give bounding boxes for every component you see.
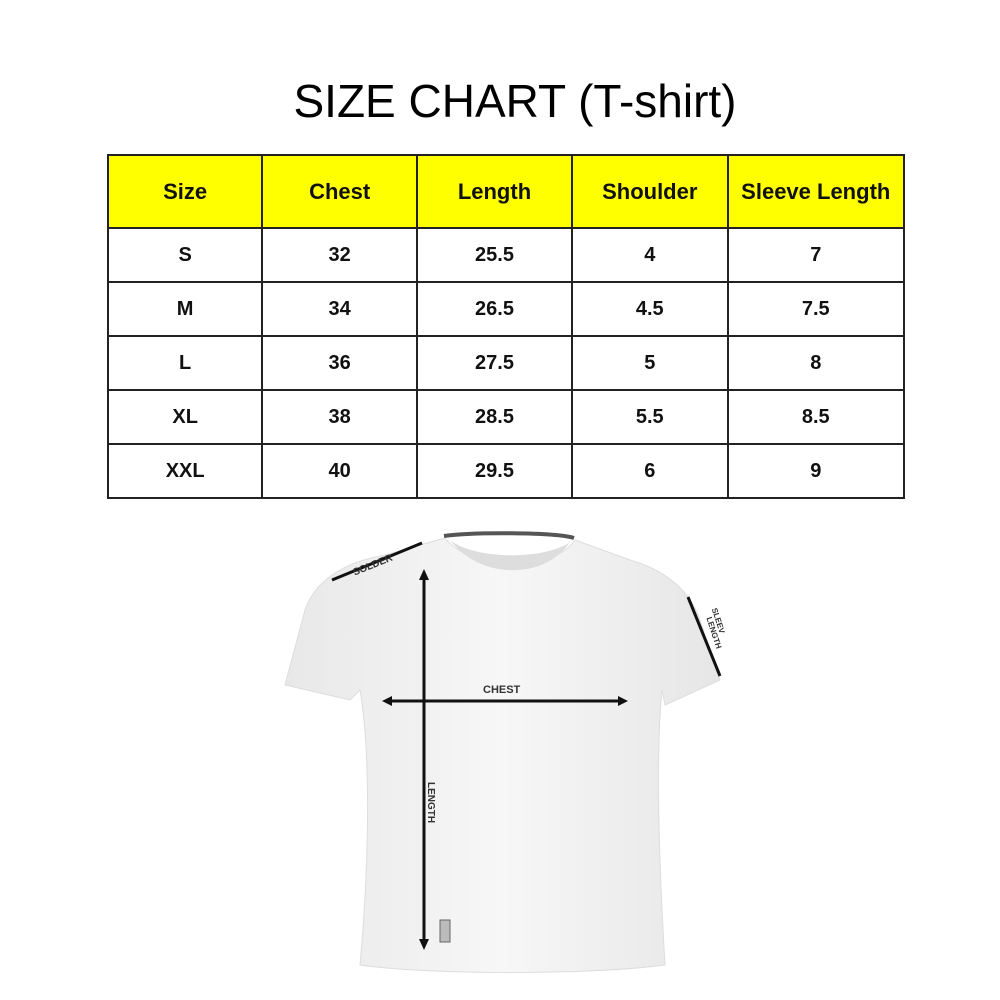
table-cell: 4.5 bbox=[570, 281, 729, 337]
table-cell: 38 bbox=[261, 389, 418, 445]
shoulder-measure-line bbox=[331, 541, 423, 582]
column-header: Size bbox=[106, 154, 264, 229]
table-cell: 32 bbox=[261, 227, 418, 283]
column-header: Chest bbox=[261, 154, 418, 229]
table-cell: 25.5 bbox=[415, 227, 573, 283]
table-row: XXL 40 29.5 6 9 bbox=[106, 443, 906, 499]
table-row: M 34 26.5 4.5 7.5 bbox=[106, 281, 906, 337]
table-row: XL 38 28.5 5.5 8.5 bbox=[106, 389, 906, 445]
table-cell: 7 bbox=[726, 227, 906, 283]
table-cell: S bbox=[106, 227, 264, 283]
table-cell: 5.5 bbox=[570, 389, 729, 445]
table-cell: 7.5 bbox=[726, 281, 906, 337]
table-cell: 8.5 bbox=[726, 389, 906, 445]
length-label: LENGTH bbox=[425, 782, 436, 823]
table-cell: 27.5 bbox=[415, 335, 573, 391]
table-cell: 29.5 bbox=[415, 443, 573, 499]
tshirt-tag bbox=[439, 919, 451, 943]
table-cell: 5 bbox=[570, 335, 729, 391]
sleeve-measure-line bbox=[686, 596, 722, 677]
table-header-row: Size Chest Length Shoulder Sleeve Length bbox=[106, 154, 906, 229]
table-cell: 8 bbox=[726, 335, 906, 391]
table-row: L 36 27.5 5 8 bbox=[106, 335, 906, 391]
chest-label: CHEST bbox=[483, 684, 521, 696]
column-header: Length bbox=[415, 154, 573, 229]
table-cell: M bbox=[106, 281, 264, 337]
tshirt-collar bbox=[443, 531, 575, 540]
table-cell: 36 bbox=[261, 335, 418, 391]
table-cell: L bbox=[106, 335, 264, 391]
column-header: Sleeve Length bbox=[726, 154, 906, 229]
table-cell: 9 bbox=[726, 443, 906, 499]
table-cell: 6 bbox=[570, 443, 729, 499]
table-row: S 32 25.5 4 7 bbox=[106, 227, 906, 283]
table-cell: XL bbox=[106, 389, 264, 445]
table-cell: 40 bbox=[261, 443, 418, 499]
table-cell: 28.5 bbox=[415, 389, 573, 445]
page-title: SIZE CHART (T-shirt) bbox=[293, 75, 737, 127]
tshirt-shape bbox=[284, 537, 721, 973]
size-table: Size Chest Length Shoulder Sleeve Length S 32… bbox=[106, 154, 906, 499]
column-header: Shoulder bbox=[570, 154, 729, 229]
table-cell: 4 bbox=[570, 227, 729, 283]
table-cell: 34 bbox=[261, 281, 418, 337]
table-cell: 26.5 bbox=[415, 281, 573, 337]
table-cell: XXL bbox=[106, 443, 264, 499]
